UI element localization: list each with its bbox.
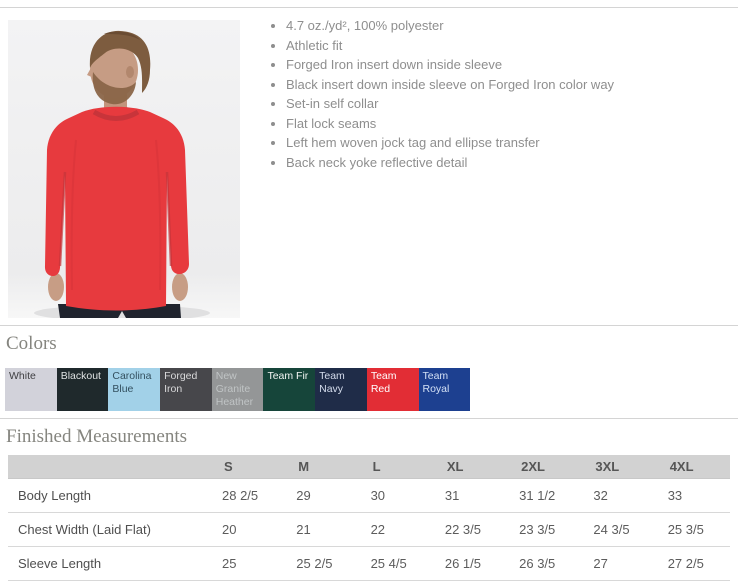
color-swatch-team-red[interactable]: Team Red (366, 368, 419, 411)
size-column-header-2xl: 2XL (507, 455, 582, 479)
measurement-row: Chest Width (Laid Flat) 20 21 22 22 3/5 23 3/… (8, 512, 730, 547)
feature-item: Black insert down inside sleeve on Forge… (286, 75, 722, 95)
measurement-value: 22 (358, 512, 433, 547)
measurement-value: 24 3/5 (581, 512, 656, 547)
colors-heading: Colors (6, 333, 57, 354)
measurements-body: Body Length 28 2/5 29 30 31 31 1/2 32 33 Chest W… (8, 478, 730, 581)
feature-item: Left hem woven jock tag and ellipse tran… (286, 133, 722, 153)
measurement-row: Body Length 28 2/5 29 30 31 31 1/2 32 33 (8, 478, 730, 513)
measurement-value: 29 (284, 478, 359, 513)
color-swatch-carolina-blue[interactable]: Carolina Blue (108, 368, 161, 411)
size-column-header-4xl: 4XL (655, 455, 730, 479)
feature-item: 4.7 oz./yd², 100% polyester (286, 16, 722, 36)
measurement-value: 28 2/5 (210, 478, 285, 513)
color-swatch-blackout[interactable]: Blackout (56, 368, 109, 411)
feature-item: Forged Iron insert down inside sleeve (286, 55, 722, 75)
size-column-header-3xl: 3XL (581, 455, 656, 479)
color-swatch-team-navy[interactable]: Team Navy (315, 368, 367, 411)
measurement-row: Sleeve Length 25 25 2/5 25 4/5 26 1/5 26 3/5 2… (8, 546, 730, 581)
measurement-value: 26 3/5 (507, 546, 582, 581)
feature-item: Set-in self collar (286, 94, 722, 114)
measurements-heading: Finished Measurements (6, 426, 188, 447)
measurements-divider (0, 418, 738, 419)
colors-divider (0, 325, 738, 326)
measurement-value: 33 (655, 478, 730, 513)
size-column-header-m: M (284, 455, 359, 479)
feature-list: 4.7 oz./yd², 100% polyesterAthletic fitF… (252, 16, 722, 172)
measurements-corner-cell (8, 455, 210, 479)
measurement-label: Chest Width (Laid Flat) (8, 512, 210, 547)
color-swatch-white[interactable]: White (5, 368, 57, 411)
measurement-value: 25 2/5 (284, 546, 359, 581)
measurement-value: 25 4/5 (358, 546, 433, 581)
measurement-value: 26 1/5 (432, 546, 508, 581)
color-swatch-new-granite-heather[interactable]: New Granite Heather (211, 368, 264, 411)
measurement-value: 32 (581, 478, 656, 513)
measurements-header-row: S M L XL 2XL 3XL 4XL (8, 455, 730, 479)
measurement-value: 25 3/5 (655, 512, 730, 547)
product-photo[interactable] (8, 20, 240, 321)
color-swatch-team-royal[interactable]: Team Royal (418, 368, 471, 411)
measurement-label: Body Length (8, 478, 210, 513)
measurement-value: 23 3/5 (507, 512, 582, 547)
measurement-value: 27 2/5 (655, 546, 730, 581)
feature-item: Back neck yoke reflective detail (286, 153, 722, 173)
top-divider (0, 7, 738, 8)
feature-section: 4.7 oz./yd², 100% polyesterAthletic fitF… (252, 16, 722, 172)
measurement-value: 21 (284, 512, 359, 547)
measurement-value: 25 (210, 546, 285, 581)
color-swatch-forged-iron[interactable]: Forged Iron (160, 368, 212, 411)
measurement-value: 31 1/2 (507, 478, 582, 513)
feature-item: Flat lock seams (286, 114, 722, 134)
size-column-header-l: L (358, 455, 433, 479)
measurement-value: 31 (432, 478, 508, 513)
measurement-value: 22 3/5 (432, 512, 508, 547)
measurement-value: 27 (581, 546, 656, 581)
measurement-label: Sleeve Length (8, 546, 210, 581)
color-swatch-team-fir[interactable]: Team Fir (263, 368, 316, 411)
size-column-header-xl: XL (432, 455, 508, 479)
measurement-value: 30 (358, 478, 433, 513)
feature-item: Athletic fit (286, 36, 722, 56)
color-swatches: White Blackout Carolina Blue Forged Iron New… (5, 368, 471, 411)
measurement-value: 20 (210, 512, 285, 547)
model-photo-illustration (8, 20, 240, 321)
size-column-header-s: S (210, 455, 285, 479)
measurements-table: S M L XL 2XL 3XL 4XL Body Length 28 2/5 29 30 31 31… (8, 455, 730, 581)
